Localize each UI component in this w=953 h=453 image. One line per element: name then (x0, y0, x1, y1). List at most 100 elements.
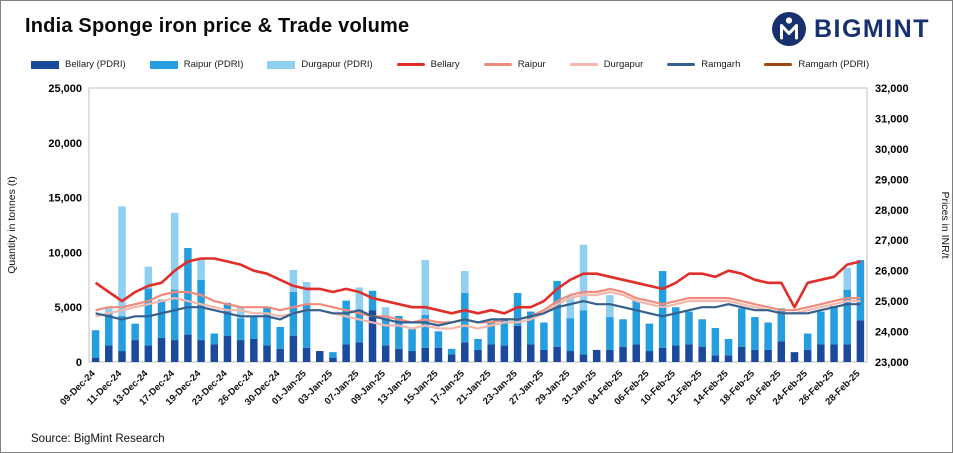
bar-segment-raipur-pdri (632, 300, 640, 345)
bigmint-logo: BIGMINT (771, 11, 930, 47)
bar-segment-bellary-pdri (566, 351, 575, 362)
legend-swatch-raipur (483, 62, 512, 67)
bar-segment-raipur-pdri (737, 308, 746, 347)
bar-segment-bellary-pdri (830, 344, 838, 362)
chart-legend: Bellary (PDRI) Raipur (PDRI) Durgapur (PDR… (1, 47, 952, 70)
bar-segment-bellary-pdri (764, 349, 772, 362)
bar-segment-durgapur-pdri (236, 307, 245, 319)
bar-segment-bellary-pdri (421, 347, 429, 362)
right-tick-label: 29,000 (875, 174, 909, 186)
page-title: India Sponge iron price & Trade volume (25, 15, 410, 37)
bar-segment-bellary-pdri (685, 344, 693, 362)
bar-segment-bellary-pdri (843, 344, 851, 362)
bar-segment-bellary-pdri (355, 342, 364, 362)
bar-segment-bellary-pdri (263, 345, 271, 362)
bar-segment-durgapur-pdri (461, 271, 469, 293)
bar-segment-raipur-pdri (447, 348, 456, 355)
legend-swatch-ramgarh (667, 62, 696, 67)
left-tick-label: 25,000 (48, 83, 82, 95)
bar-segment-raipur-pdri (91, 330, 100, 358)
bar-segment-bellary-pdri (91, 357, 100, 362)
header: India Sponge iron price & Trade volume B… (1, 1, 952, 47)
bar-segment-raipur-pdri (474, 338, 482, 350)
bar-segment-bellary-pdri (131, 340, 139, 362)
bar-segment-bellary-pdri (105, 345, 113, 362)
bar-segment-bellary-pdri (316, 351, 324, 362)
right-tick-label: 26,000 (875, 266, 909, 278)
bar-segment-durgapur-pdri (302, 281, 311, 304)
bar-segment-durgapur-pdri (170, 212, 179, 290)
bar-segment-raipur-pdri (698, 319, 706, 347)
lines-group (94, 257, 861, 330)
x-axis-labels: 09-Dec-2411-Dec-2413-Dec-2417-Dec-2419-D… (58, 368, 863, 408)
bar-segment-bellary-pdri (223, 335, 232, 362)
bigmint-logo-icon (771, 12, 806, 46)
legend-swatch-ramgarh-pdri (764, 62, 793, 67)
bar-segment-raipur-pdri (276, 326, 284, 349)
bar-segment-raipur-pdri (843, 289, 851, 345)
bar-segment-raipur-pdri (408, 329, 416, 352)
bar-segment-bellary-pdri (381, 345, 390, 362)
bar-segment-bellary-pdri (368, 310, 377, 362)
legend-item-durgapur-pdri: Durgapur (PDRI) (267, 59, 373, 70)
bar-segment-raipur-pdri (500, 318, 509, 346)
bar-segment-raipur-pdri (645, 323, 654, 352)
legend-label-bellary: Bellary (430, 59, 460, 70)
bar-segment-bellary-pdri (553, 346, 561, 362)
bar-segment-raipur-pdri (395, 315, 403, 349)
legend-swatch-bellary-pdri (31, 60, 59, 69)
bar-segment-bellary-pdri (395, 348, 403, 362)
left-tick-label: 20,000 (48, 138, 82, 150)
bar-segment-durgapur-pdri (606, 295, 614, 318)
bar-segment-bellary-pdri (276, 348, 284, 362)
bar-segment-bellary-pdri (118, 351, 126, 362)
legend-label-ramgarh: Ramgarh (701, 59, 741, 70)
bar-segment-bellary-pdri (817, 344, 825, 362)
bar-segment-bellary-pdri (487, 344, 495, 362)
bar-segment-raipur-pdri (540, 322, 548, 350)
bar-segment-bellary-pdri (157, 337, 166, 362)
bar-segment-bellary-pdri (592, 349, 601, 362)
right-tick-label: 27,000 (875, 235, 909, 247)
right-axis-title: Prices in INR/t (939, 191, 951, 258)
bar-segment-bellary-pdri (513, 325, 522, 362)
bar-segment-raipur-pdri (487, 322, 495, 345)
legend-label-raipur-pdri: Raipur (PDRI) (183, 59, 244, 70)
right-tick-label: 31,000 (875, 113, 909, 125)
bar-segment-bellary-pdri (197, 340, 205, 362)
bar-segment-bellary-pdri (856, 320, 865, 362)
bar-segment-bellary-pdri (250, 338, 258, 362)
bar-segment-bellary-pdri (579, 354, 588, 362)
bar-segment-durgapur-pdri (421, 260, 429, 315)
bar-segment-bellary-pdri (790, 352, 799, 362)
legend-item-ramgarh: Ramgarh (667, 59, 740, 70)
bar-segment-durgapur-pdri (566, 296, 575, 319)
bar-segment-bellary-pdri (342, 344, 350, 362)
bar-segment-durgapur-pdri (118, 206, 126, 316)
bar-segment-raipur-pdri (856, 260, 865, 321)
bar-segment-raipur-pdri (197, 279, 205, 341)
bar-segment-bellary-pdri (803, 349, 812, 362)
bar-segment-raipur-pdri (223, 302, 232, 336)
bar-segment-raipur-pdri (355, 309, 364, 343)
legend-swatch-durgapur-pdri (267, 60, 296, 69)
bar-segment-raipur-pdri (302, 303, 311, 348)
legend-label-bellary-pdri: Bellary (PDRI) (65, 59, 126, 70)
left-tick-label: 0 (76, 357, 82, 369)
bar-segment-bellary-pdri (184, 334, 192, 362)
bar-segment-bellary-pdri (329, 357, 337, 362)
bar-segment-bellary-pdri (408, 351, 416, 362)
right-axis-ticks: 23,000 24,000 25,000 26,000 27,000 28,000 29,0… (875, 83, 909, 369)
bars-group (91, 206, 865, 362)
bar-segment-durgapur-pdri (355, 287, 364, 310)
bar-segment-raipur-pdri (368, 290, 377, 311)
bar-segment-raipur-pdri (210, 333, 219, 345)
bar-segment-bellary-pdri (711, 355, 720, 362)
bar-segment-durgapur-pdri (144, 266, 153, 289)
bar-segment-bellary-pdri (632, 344, 640, 362)
bar-segment-durgapur-pdri (289, 269, 298, 292)
bar-segment-raipur-pdri (131, 323, 139, 341)
bar-segment-raipur-pdri (236, 318, 245, 341)
bar-segment-bellary-pdri (698, 346, 706, 362)
